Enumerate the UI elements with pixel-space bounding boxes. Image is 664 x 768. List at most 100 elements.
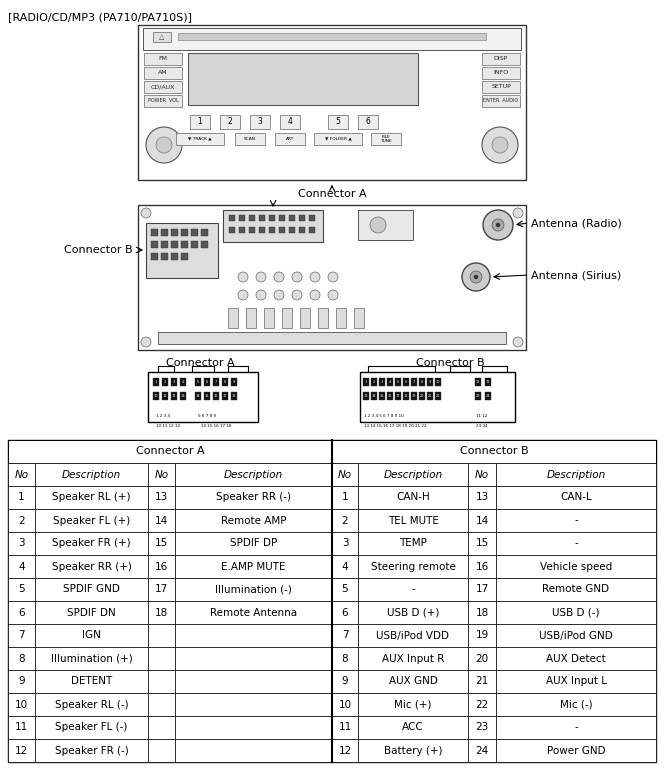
Bar <box>249 227 255 233</box>
Text: 14: 14 <box>155 515 168 525</box>
Text: No: No <box>155 469 169 479</box>
Text: 16: 16 <box>388 394 392 398</box>
Bar <box>332 532 358 555</box>
Text: Mic (-): Mic (-) <box>560 700 592 710</box>
Text: 4: 4 <box>389 380 391 384</box>
Circle shape <box>492 137 508 153</box>
Circle shape <box>483 210 513 240</box>
Text: 7: 7 <box>18 631 25 641</box>
Circle shape <box>274 272 284 282</box>
Bar <box>387 392 393 400</box>
Text: 7: 7 <box>342 631 349 641</box>
Bar <box>358 463 468 486</box>
Text: SPDIF GND: SPDIF GND <box>63 584 120 594</box>
Bar <box>222 392 228 400</box>
Text: USB/iPod GND: USB/iPod GND <box>539 631 613 641</box>
Text: 16: 16 <box>214 394 218 398</box>
Text: Antenna (Radio): Antenna (Radio) <box>531 218 622 228</box>
Bar <box>171 378 177 386</box>
Bar <box>148 601 175 624</box>
Text: 8: 8 <box>342 654 349 664</box>
Text: 18: 18 <box>475 607 489 617</box>
Bar <box>239 227 245 233</box>
Bar <box>358 716 468 739</box>
Bar <box>35 601 148 624</box>
Text: Mic (+): Mic (+) <box>394 700 432 710</box>
Text: 12: 12 <box>15 746 28 756</box>
Bar <box>151 229 158 236</box>
Bar <box>175 739 332 762</box>
Text: 20: 20 <box>420 394 424 398</box>
Circle shape <box>256 272 266 282</box>
Bar <box>148 647 175 670</box>
Bar <box>162 378 168 386</box>
Bar <box>379 392 385 400</box>
Bar <box>411 392 417 400</box>
Text: No: No <box>338 469 352 479</box>
Text: 16: 16 <box>155 561 168 571</box>
Text: Speaker FR (-): Speaker FR (-) <box>54 746 128 756</box>
Bar <box>496 716 656 739</box>
Text: SCAN: SCAN <box>244 137 256 141</box>
Bar <box>35 693 148 716</box>
Bar <box>138 205 526 350</box>
Bar <box>151 253 158 260</box>
Bar <box>151 241 158 248</box>
Bar <box>332 601 358 624</box>
Bar <box>222 378 228 386</box>
Bar <box>195 378 201 386</box>
Text: 13: 13 <box>181 394 185 398</box>
Text: Connector A: Connector A <box>297 189 367 199</box>
Text: Connector B: Connector B <box>459 446 529 456</box>
Bar <box>146 223 218 278</box>
Text: ACC: ACC <box>402 723 424 733</box>
Text: ART: ART <box>286 137 294 141</box>
Bar <box>158 332 506 344</box>
Bar <box>148 716 175 739</box>
Text: 15: 15 <box>380 394 384 398</box>
Bar <box>468 486 496 509</box>
Bar <box>8 578 35 601</box>
Bar <box>299 215 305 221</box>
Bar <box>328 115 348 129</box>
Text: CD/AUX: CD/AUX <box>151 84 175 90</box>
Bar <box>482 67 520 79</box>
Text: 14: 14 <box>196 394 201 398</box>
Bar <box>289 215 295 221</box>
Text: CAN-H: CAN-H <box>396 492 430 502</box>
Text: Remote Antenna: Remote Antenna <box>210 607 297 617</box>
Text: 19: 19 <box>475 631 489 641</box>
Text: ▼ FOLDER ▲: ▼ FOLDER ▲ <box>325 137 351 141</box>
Bar <box>8 463 35 486</box>
Bar <box>403 378 409 386</box>
Bar <box>8 716 35 739</box>
Bar <box>8 440 332 463</box>
Text: -: - <box>574 538 578 548</box>
Bar <box>175 601 332 624</box>
Bar <box>387 378 393 386</box>
Bar <box>358 693 468 716</box>
Text: 16: 16 <box>475 561 489 571</box>
Text: Battery (+): Battery (+) <box>384 746 442 756</box>
Bar <box>468 647 496 670</box>
Text: 6: 6 <box>405 380 407 384</box>
Text: 3: 3 <box>18 538 25 548</box>
Text: 10 11 12 13: 10 11 12 13 <box>156 424 180 428</box>
Circle shape <box>328 272 338 282</box>
Text: 22: 22 <box>436 394 440 398</box>
Bar <box>363 392 369 400</box>
Text: 5: 5 <box>197 380 199 384</box>
Bar <box>332 647 358 670</box>
Text: 15: 15 <box>155 538 168 548</box>
Bar <box>496 532 656 555</box>
Text: Speaker RR (+): Speaker RR (+) <box>52 561 131 571</box>
Text: ▼ TRACK ▲: ▼ TRACK ▲ <box>188 137 212 141</box>
Bar <box>229 227 235 233</box>
Text: TEL MUTE: TEL MUTE <box>388 515 438 525</box>
Bar <box>496 670 656 693</box>
Bar <box>161 229 168 236</box>
Text: No: No <box>15 469 29 479</box>
Text: Connector B: Connector B <box>416 358 484 368</box>
Text: 22: 22 <box>475 700 489 710</box>
Circle shape <box>470 271 482 283</box>
